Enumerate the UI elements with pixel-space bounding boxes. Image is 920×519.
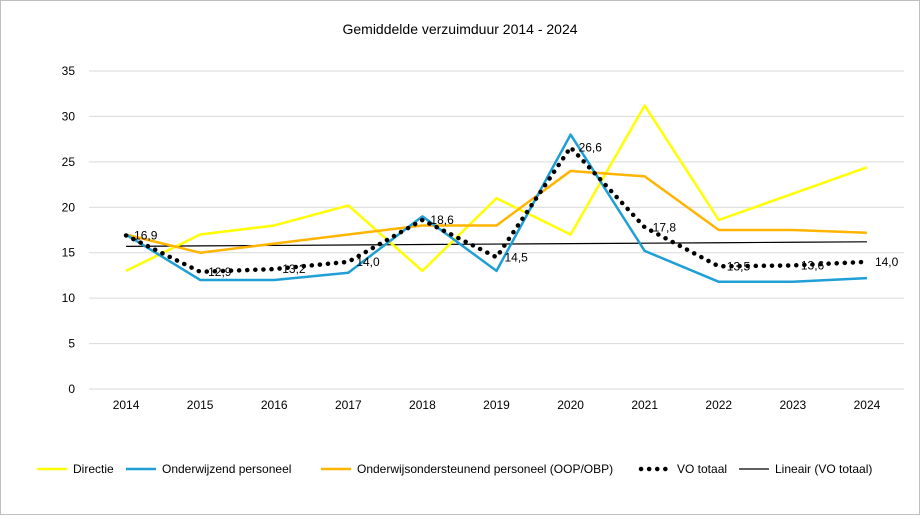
- data-label: 17,8: [653, 220, 677, 234]
- data-label: 13,5: [727, 259, 751, 273]
- data-label: 13,2: [282, 262, 306, 276]
- x-axis-ticks: 2014 2015 2016 2017 2018 2019 2020 2021 2022 2023…: [113, 398, 881, 412]
- x-tick-label: 2019: [483, 398, 510, 412]
- y-axis-ticks: 0 5 10 15 20 25 30 35: [62, 64, 76, 396]
- x-tick-label: 2021: [631, 398, 658, 412]
- x-tick-label: 2024: [854, 398, 881, 412]
- data-labels: 16,9 12,9 13,2 14,0 18,6 14,5 26,6 17,8 13,5 13,6…: [134, 140, 899, 278]
- y-tick-label: 20: [62, 200, 76, 214]
- x-tick-label: 2018: [409, 398, 436, 412]
- data-label: 26,6: [579, 140, 603, 154]
- x-tick-label: 2023: [780, 398, 807, 412]
- data-label: 14,0: [875, 255, 899, 269]
- gridlines: [89, 70, 904, 390]
- legend: Directie Onderwijzend personeel Onderwijso…: [37, 462, 872, 476]
- x-tick-label: 2016: [261, 398, 288, 412]
- data-label: 16,9: [134, 228, 158, 242]
- series-layer: [123, 104, 870, 284]
- series-line-vo-totaal: [123, 145, 870, 275]
- y-tick-label: 5: [68, 337, 75, 351]
- legend-label-lineair-vo-totaal: Lineair (VO totaal): [775, 462, 872, 476]
- y-tick-label: 15: [62, 246, 76, 260]
- x-tick-label: 2014: [113, 398, 140, 412]
- data-label: 13,6: [801, 258, 825, 272]
- y-tick-label: 30: [62, 109, 76, 123]
- series-line-onderwijzend-personeel: [125, 133, 868, 284]
- data-label: 14,0: [356, 255, 380, 269]
- legend-label-vo-totaal: VO totaal: [677, 462, 727, 476]
- data-label: 18,6: [430, 213, 454, 227]
- x-tick-label: 2020: [557, 398, 584, 412]
- legend-label-onderwijzend-personeel: Onderwijzend personeel: [162, 462, 291, 476]
- x-tick-label: 2015: [187, 398, 214, 412]
- legend-label-directie: Directie: [73, 462, 114, 476]
- y-tick-label: 25: [62, 155, 76, 169]
- data-label: 14,5: [505, 250, 529, 264]
- x-tick-label: 2017: [335, 398, 362, 412]
- series-line-directie: [125, 104, 868, 273]
- series-line-onderwijsondersteunend-personeel-oop-obp: [125, 169, 868, 254]
- x-tick-label: 2022: [705, 398, 732, 412]
- series-line-lineair-vo-totaal: [126, 241, 867, 247]
- y-tick-label: 0: [68, 382, 75, 396]
- legend-label-onderwijsondersteunend-personeel-oop-obp: Onderwijsondersteunend personeel (OOP/OB…: [357, 462, 613, 476]
- y-tick-label: 10: [62, 291, 76, 305]
- chart-title: Gemiddelde verzuimduur 2014 - 2024: [342, 21, 577, 37]
- data-label: 12,9: [208, 265, 232, 279]
- y-tick-label: 35: [62, 64, 76, 78]
